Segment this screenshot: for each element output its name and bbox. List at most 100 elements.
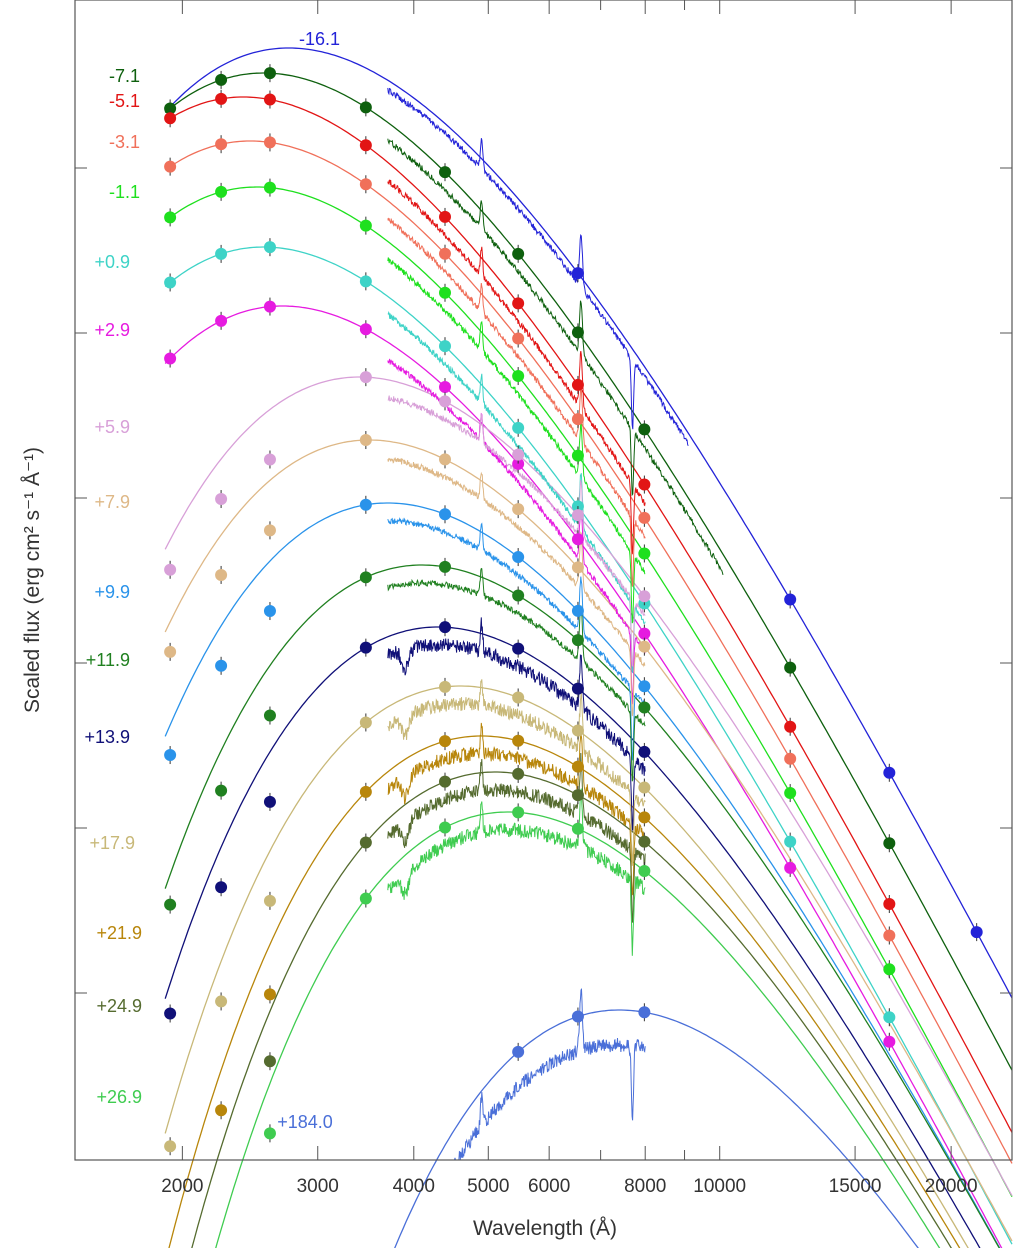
photometry-point [164, 352, 177, 365]
photometry-point [638, 478, 651, 491]
photometry-point [784, 593, 797, 606]
photometry-point [439, 395, 452, 408]
photometry-point [359, 785, 372, 798]
x-tick-label: 8000 [624, 1176, 666, 1197]
photometry-point [263, 795, 276, 808]
photometry-point [215, 73, 228, 86]
epoch-label: +11.9 [86, 650, 130, 670]
photometry-point [263, 300, 276, 313]
photometry-point [215, 493, 228, 506]
fit-curve [164, 502, 1001, 1248]
photometry-point [512, 448, 525, 461]
photometry-point [512, 297, 525, 310]
fit-curve [164, 564, 1001, 1248]
fit-curve [164, 47, 1013, 999]
photometry-point [883, 929, 896, 942]
photometry-point [263, 988, 276, 1001]
photometry-point [512, 503, 525, 516]
photometry-point [512, 421, 525, 434]
photometry-point [439, 381, 452, 394]
photometry-point [263, 241, 276, 254]
photometry-point [359, 836, 372, 849]
x-ticks: 2000 3000 4000 5000 6000 8000 10000 15000 20000 [75, 0, 1012, 1197]
photometry-point [512, 734, 525, 747]
photometry-point [439, 453, 452, 466]
fit-curve [164, 626, 981, 1248]
photometry-point [164, 160, 177, 173]
photometry-point [784, 661, 797, 674]
photometry-point [215, 659, 228, 672]
photometry-point [883, 1035, 896, 1048]
fit-curves [164, 47, 1013, 1248]
photometry-point [784, 720, 797, 733]
photometry-point [263, 181, 276, 194]
photometry-point [359, 498, 372, 511]
photometry-point [263, 1127, 276, 1140]
photometry-point [439, 166, 452, 179]
epoch-label: +184.0 [277, 1112, 333, 1132]
photometry-point [359, 716, 372, 729]
photometry-point [883, 766, 896, 779]
spectrum-trace [392, 987, 646, 1161]
x-tick-label: 5000 [467, 1176, 509, 1197]
photometry-point [571, 724, 584, 737]
fit-curve [164, 305, 1003, 1248]
photometry-point [164, 563, 177, 576]
epoch-label: -1.1 [109, 182, 140, 202]
spectrum-trace [387, 722, 646, 896]
photometry-point [512, 767, 525, 780]
photometry-point [164, 898, 177, 911]
photometry-point [638, 590, 651, 603]
photometry-point [263, 93, 276, 106]
photometry-point [512, 457, 525, 470]
photometry-point [638, 547, 651, 560]
epoch-label: +21.9 [96, 923, 142, 943]
y-axis-title: Scaled flux (erg cm² s⁻¹ Å⁻¹) [21, 447, 44, 713]
photometry-point [512, 1045, 525, 1058]
photometry-point [638, 627, 651, 640]
photometry-point [215, 995, 228, 1008]
photometry-point [215, 1104, 228, 1117]
photometry-point [164, 211, 177, 224]
photometry-point [439, 621, 452, 634]
photometry-point [164, 1140, 177, 1153]
photometry-point [571, 1010, 584, 1023]
photometry-point [512, 551, 525, 564]
photometry-point [638, 511, 651, 524]
fit-curve [164, 96, 1013, 1133]
photometry-point [512, 806, 525, 819]
photometry-point [512, 370, 525, 383]
photometry-point [359, 641, 372, 654]
photometry-point [164, 276, 177, 289]
fit-curve [394, 1009, 919, 1248]
photometry-point [164, 112, 177, 125]
photometry-point [164, 749, 177, 762]
photometry-point [359, 892, 372, 905]
photometry-point [970, 926, 983, 939]
photometry-point [263, 1055, 276, 1068]
photometry-point [439, 508, 452, 521]
epoch-label: +13.9 [84, 727, 130, 747]
epoch-label: +26.9 [96, 1087, 142, 1107]
photometry-point [571, 822, 584, 835]
spectrum-trace [387, 179, 646, 555]
epoch-label: +0.9 [94, 252, 130, 272]
photometry-point [215, 784, 228, 797]
photometry-point [359, 275, 372, 288]
x-axis-title: Wavelength (Å) [473, 1217, 617, 1240]
spectrum-trace [387, 257, 646, 624]
fit-curve [191, 771, 952, 1248]
photometry-point [571, 267, 584, 280]
photometry-point [439, 560, 452, 573]
photometry-point [512, 247, 525, 260]
photometry-point [263, 136, 276, 149]
photometry-point [883, 963, 896, 976]
fit-curve [164, 186, 1013, 1198]
fit-curve [215, 811, 941, 1248]
photometry-point [571, 682, 584, 695]
photometry-points [164, 64, 983, 1156]
photometry-point [512, 332, 525, 345]
photometry-point [571, 509, 584, 522]
photometry-point [439, 210, 452, 223]
spectrum-trace [387, 457, 646, 717]
